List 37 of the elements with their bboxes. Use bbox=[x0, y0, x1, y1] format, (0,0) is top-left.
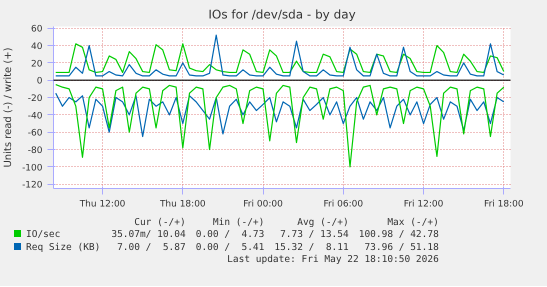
line-series bbox=[55, 92, 504, 138]
legend-label: IO/sec bbox=[25, 228, 62, 241]
x-tick-label: Fri 18:00 bbox=[484, 200, 524, 210]
text: Max (-/+) bbox=[386, 217, 439, 228]
y-tick-label: -60 bbox=[28, 128, 43, 139]
y-tick-label: 20 bbox=[31, 59, 43, 70]
x-tick-label: Thu 18:00 bbox=[158, 200, 206, 210]
text: 0.00 / 5.41 bbox=[194, 241, 264, 254]
y-tick-label: 60 bbox=[31, 24, 43, 35]
text: 15.32 / 8.11 bbox=[273, 241, 349, 254]
text: Cur (-/+) bbox=[133, 217, 186, 228]
x-tick-label: Fri 06:00 bbox=[324, 200, 364, 210]
y-tick-label: -20 bbox=[28, 94, 43, 104]
y-tick-label: 0 bbox=[36, 76, 43, 87]
y-axis-title: Units read (-) / write (+) bbox=[3, 47, 14, 168]
x-tick-label: Thu 12:00 bbox=[78, 200, 126, 210]
y-tick-label: -80 bbox=[28, 146, 43, 156]
line-series bbox=[55, 34, 504, 76]
y-tick-label: -40 bbox=[28, 111, 43, 122]
line-series bbox=[55, 84, 504, 168]
x-tick-label: Fri 12:00 bbox=[404, 200, 444, 210]
text: 73.96 / 51.18 bbox=[363, 241, 439, 254]
line-series bbox=[55, 43, 504, 74]
legend-label: Req Size (KB) bbox=[25, 241, 102, 254]
text: Last update: Fri May 22 18:10:50 2026 bbox=[226, 254, 439, 265]
text: 7.00 / 5.87 bbox=[116, 241, 186, 254]
text: 0.00 / 4.73 bbox=[194, 228, 264, 241]
text: 100.98 / 42.78 bbox=[358, 228, 439, 241]
text: 7.73 / 13.54 bbox=[279, 228, 349, 241]
y-tick-label: 40 bbox=[31, 42, 43, 52]
text: Min (-/+) bbox=[212, 217, 264, 228]
y-tick-label: -120 bbox=[22, 180, 43, 191]
text: 35.07m/ 10.04 bbox=[110, 228, 186, 241]
x-tick-label: Fri 00:00 bbox=[243, 200, 284, 210]
text: Avg (-/+) bbox=[296, 217, 349, 228]
y-tick-label: -100 bbox=[22, 163, 43, 174]
chart-title: IOs for /dev/sda - by day bbox=[208, 8, 356, 22]
